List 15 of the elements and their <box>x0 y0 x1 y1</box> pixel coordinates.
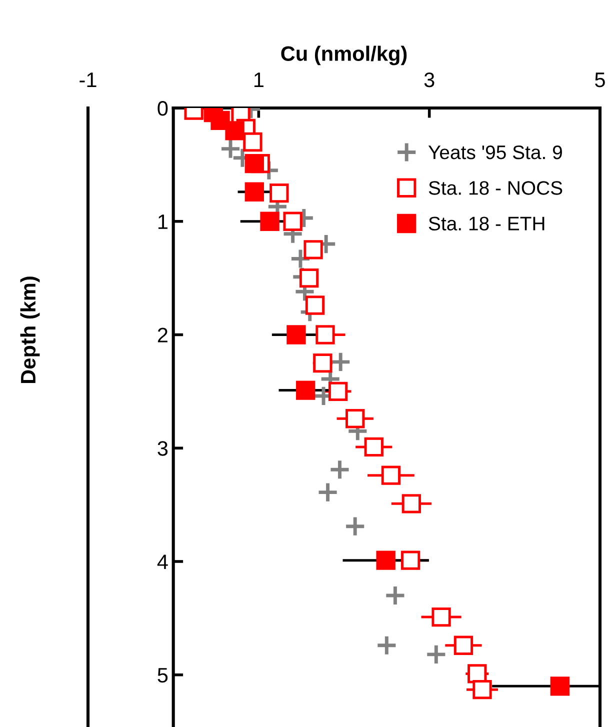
y-tick-label: 4 <box>157 554 168 570</box>
y-tick-label: 2 <box>158 328 168 342</box>
x-tick-label: 3 <box>424 72 434 88</box>
legend-label: Sta. 18 - NOCS <box>428 181 562 195</box>
y-tick-label: 5 <box>158 668 168 683</box>
y-tick-label: 0 <box>158 101 168 116</box>
x-tick-label: -1 <box>80 72 96 88</box>
y-axis-title: Depth (km) <box>20 276 40 383</box>
legend-label: Sta. 18 - ETH <box>428 216 544 230</box>
x-tick-label: 1 <box>254 72 264 88</box>
x-axis-title: Cu (nmol/kg) <box>281 46 407 66</box>
legend-label: Yeats '95 Sta. 9 <box>428 145 562 160</box>
y-tick-label: 1 <box>158 214 168 229</box>
y-tick-label: 3 <box>158 441 168 456</box>
x-tick-label: 5 <box>595 72 605 88</box>
